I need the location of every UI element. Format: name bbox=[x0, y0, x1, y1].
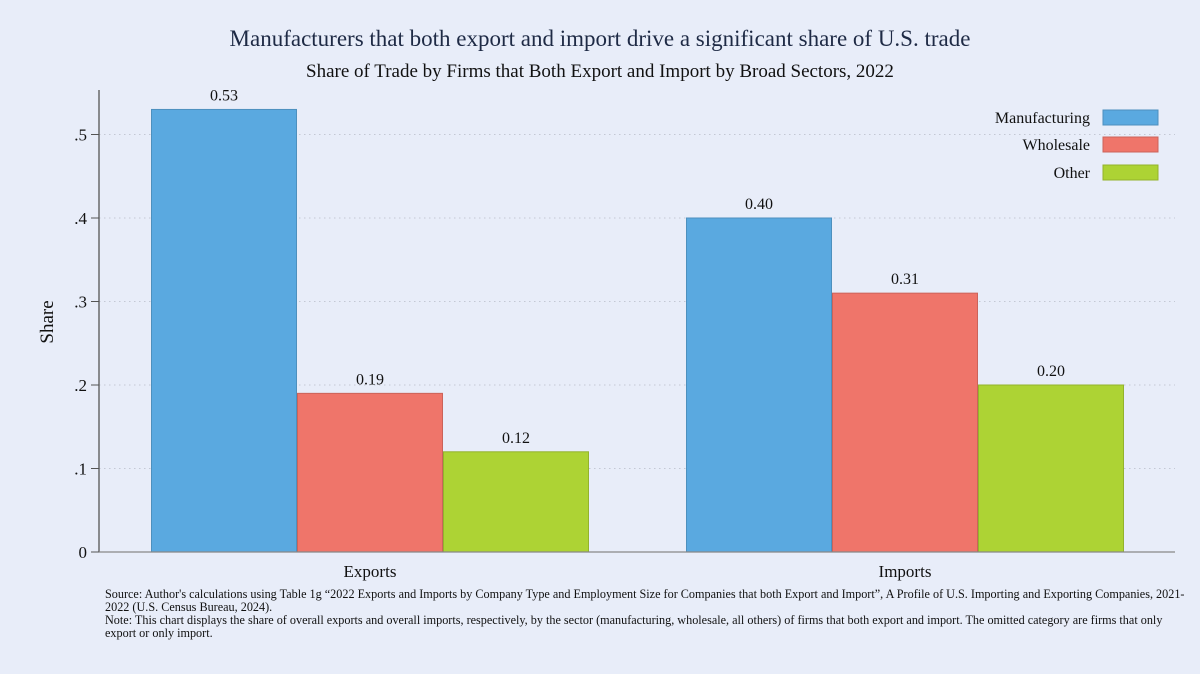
bar-value-label: 0.19 bbox=[356, 371, 384, 388]
bar-value-label: 0.53 bbox=[210, 87, 238, 104]
legend-swatch-manufacturing bbox=[1102, 109, 1159, 126]
legend-swatch-other bbox=[1102, 164, 1159, 181]
bar-manufacturing-imports bbox=[686, 217, 832, 553]
x-category-label: Exports bbox=[344, 562, 397, 581]
y-tick-label: .3 bbox=[74, 293, 87, 312]
legend-label-other: Other bbox=[1054, 165, 1091, 182]
chart-subtitle: Share of Trade by Firms that Both Export… bbox=[306, 61, 894, 82]
bar-wholesale-imports bbox=[832, 292, 978, 553]
explanatory-note: Note: This chart displays the share of o… bbox=[105, 613, 1163, 640]
axes: 0 .1 .2 .3 .4 .5 Exports Imports bbox=[74, 90, 1175, 581]
chart-title: Manufacturers that both export and impor… bbox=[229, 26, 971, 51]
bar-value-label: 0.12 bbox=[502, 430, 530, 447]
legend: Manufacturing Wholesale Other bbox=[995, 109, 1159, 182]
bar-wholesale-exports bbox=[297, 392, 443, 553]
x-category-label: Imports bbox=[879, 562, 932, 581]
y-tick-label: .4 bbox=[74, 209, 87, 228]
bar-other-imports bbox=[978, 384, 1124, 553]
chart-notes: Source: Author's calculations using Tabl… bbox=[105, 588, 1185, 640]
bars bbox=[151, 108, 1124, 553]
y-tick-label: 0 bbox=[79, 543, 88, 562]
y-tick-label: .5 bbox=[74, 126, 87, 145]
source-note: Source: Author's calculations using Tabl… bbox=[105, 587, 1185, 614]
bar-value-labels: 0.53 0.19 0.12 0.40 0.31 0.20 bbox=[210, 87, 1065, 446]
legend-label-wholesale: Wholesale bbox=[1022, 137, 1090, 154]
y-tick-label: .2 bbox=[74, 376, 87, 395]
y-axis-label: Share bbox=[37, 300, 58, 343]
bar-value-label: 0.40 bbox=[745, 196, 773, 213]
y-tick-label: .1 bbox=[74, 460, 87, 479]
bar-other-exports bbox=[443, 451, 589, 553]
legend-swatch-wholesale bbox=[1102, 136, 1159, 153]
legend-label-manufacturing: Manufacturing bbox=[995, 110, 1090, 127]
bar-value-label: 0.20 bbox=[1037, 363, 1065, 380]
bar-manufacturing-exports bbox=[151, 108, 297, 553]
bar-value-label: 0.31 bbox=[891, 271, 919, 288]
